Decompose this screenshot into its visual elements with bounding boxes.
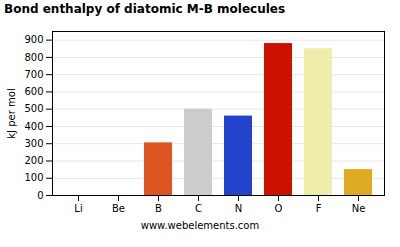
svg-text:500: 500 bbox=[24, 103, 43, 114]
svg-text:Be: Be bbox=[112, 203, 125, 214]
svg-text:800: 800 bbox=[24, 52, 43, 63]
html-text:www.webelements.com: www.webelements.com bbox=[140, 220, 260, 231]
svg-text:Ne: Ne bbox=[352, 203, 366, 214]
svg-text:700: 700 bbox=[24, 69, 43, 80]
svg-text:F: F bbox=[316, 203, 322, 214]
svg-text:900: 900 bbox=[24, 34, 43, 45]
svg-text:kJ per mol: kJ per mol bbox=[6, 88, 17, 138]
svg-text:0: 0 bbox=[37, 190, 43, 201]
svg-text:N: N bbox=[235, 203, 242, 214]
svg-text:300: 300 bbox=[24, 138, 43, 149]
svg-text:100: 100 bbox=[24, 172, 43, 183]
svg-text:C: C bbox=[195, 203, 202, 214]
html-text:Bond enthalpy of diatomic M-B: Bond enthalpy of diatomic M-B molecules bbox=[4, 2, 286, 16]
svg-text:O: O bbox=[275, 203, 283, 214]
svg-text:Li: Li bbox=[74, 203, 82, 214]
svg-text:400: 400 bbox=[24, 121, 43, 132]
svg-text:B: B bbox=[155, 203, 162, 214]
svg-text:600: 600 bbox=[24, 86, 43, 97]
svg-text:200: 200 bbox=[24, 155, 43, 166]
